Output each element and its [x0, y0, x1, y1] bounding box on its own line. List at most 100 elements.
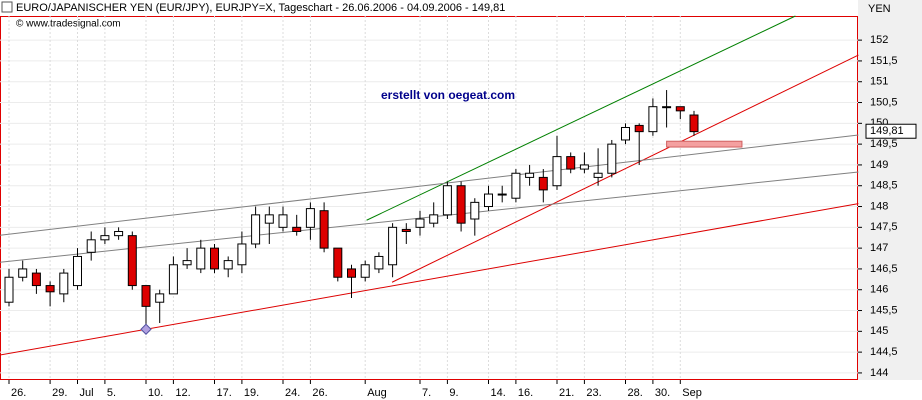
candle-body [127, 235, 137, 287]
y-tick-label: 147,5 [870, 221, 898, 233]
x-tick-label: 23. [586, 387, 601, 399]
y-tick-label: 152 [870, 34, 888, 46]
candle-body [18, 268, 28, 278]
candle-body [4, 276, 14, 303]
plot [0, 15, 859, 380]
plot-frame [0, 16, 858, 380]
candle-body [552, 156, 562, 187]
y-axis-panel [858, 0, 922, 380]
candle-body [689, 114, 699, 133]
y-tick-label: 144 [870, 367, 888, 379]
candle-body [484, 193, 493, 208]
candle-body [662, 106, 672, 109]
candle-body [538, 176, 548, 191]
candle-body [374, 255, 384, 270]
candle-body [470, 201, 480, 220]
candle-body [305, 208, 315, 228]
candle-body [621, 126, 630, 141]
candle-body [360, 264, 370, 278]
collapse-icon[interactable] [1, 1, 13, 13]
x-tick-label: 24. [285, 387, 300, 399]
candle-body [168, 264, 178, 295]
candle-body [319, 210, 329, 249]
candle-body [347, 268, 356, 278]
x-tick-label: Jul [80, 387, 94, 399]
candle-body [593, 172, 603, 178]
candle-body [579, 164, 589, 170]
y-tick-label: 151,5 [870, 55, 898, 67]
candle-body [415, 218, 425, 228]
candle-body [73, 255, 82, 287]
candle-body [86, 239, 96, 253]
chart-title: EURO/JAPANISCHER YEN (EUR/JPY), EURJPY=X… [16, 2, 505, 14]
candle-body [292, 226, 302, 232]
y-tick-label: 145,5 [870, 304, 898, 316]
candle-body [223, 260, 233, 270]
candle-body [607, 143, 617, 174]
y-tick-label: 150,5 [870, 96, 898, 108]
y-axis-label: YEN [868, 3, 891, 15]
trendline [0, 171, 859, 263]
candle-body [333, 247, 343, 278]
x-tick-label: 26. [11, 387, 26, 399]
candle-body [511, 172, 521, 199]
last-price-box [865, 123, 917, 139]
x-tick-label: 21. [559, 387, 574, 399]
x-tick-label: 29. [52, 387, 67, 399]
candle-body [442, 185, 452, 216]
candle-body [525, 172, 535, 178]
y-tick-label: 146,5 [870, 263, 898, 275]
trendline [0, 134, 859, 236]
pivot-marker [140, 323, 152, 335]
candle-body [196, 247, 206, 270]
candle-body [141, 285, 151, 307]
candle-body [59, 272, 69, 295]
y-tick-label: 146 [870, 284, 888, 296]
y-tick-label: 149,5 [870, 138, 898, 150]
y-tick-label: 148 [870, 200, 888, 212]
candle-body [388, 226, 398, 266]
x-tick-label: 30. [655, 387, 670, 399]
last-price-label: 149,81 [870, 125, 904, 137]
candle-body [634, 124, 644, 133]
candle-body [182, 260, 192, 266]
trendline [391, 54, 859, 283]
x-tick-label: 26. [312, 387, 327, 399]
y-tick-label: 148,5 [870, 180, 898, 192]
support-zone [666, 140, 743, 148]
x-tick-label: Aug [367, 387, 387, 399]
candle-body [237, 243, 247, 266]
candle-body [210, 247, 219, 270]
y-tick-label: 147 [870, 242, 888, 254]
candle-body [251, 214, 261, 245]
candle-body [497, 193, 507, 196]
x-tick-label: 16. [518, 387, 533, 399]
candle-body [456, 185, 466, 224]
x-tick-label: 14. [491, 387, 506, 399]
candle-body [429, 214, 439, 224]
candle-body [114, 230, 124, 237]
x-tick-label: 7. [422, 387, 431, 399]
x-tick-label: 10. [148, 387, 163, 399]
y-tick-label: 145 [870, 325, 888, 337]
candle-body [675, 106, 685, 112]
annotation: erstellt von oegeat.com [381, 88, 515, 102]
x-tick-label: 19. [244, 387, 259, 399]
candle-body [31, 272, 41, 287]
candle-body [648, 106, 658, 133]
x-tick-label: 12. [175, 387, 190, 399]
candle-body [100, 235, 110, 241]
y-tick-label: 144,5 [870, 346, 898, 358]
x-tick-label: 17. [217, 387, 232, 399]
candle-body [401, 228, 411, 232]
candle-body [566, 156, 576, 170]
trendline [366, 15, 796, 221]
y-tick-label: 149 [870, 159, 888, 171]
x-tick-label: 28. [628, 387, 643, 399]
y-tick-label: 151 [870, 76, 888, 88]
candle-body [278, 214, 288, 228]
candle-body [45, 285, 55, 293]
candle-body [264, 214, 274, 224]
x-tick-label: Sep [682, 387, 702, 399]
